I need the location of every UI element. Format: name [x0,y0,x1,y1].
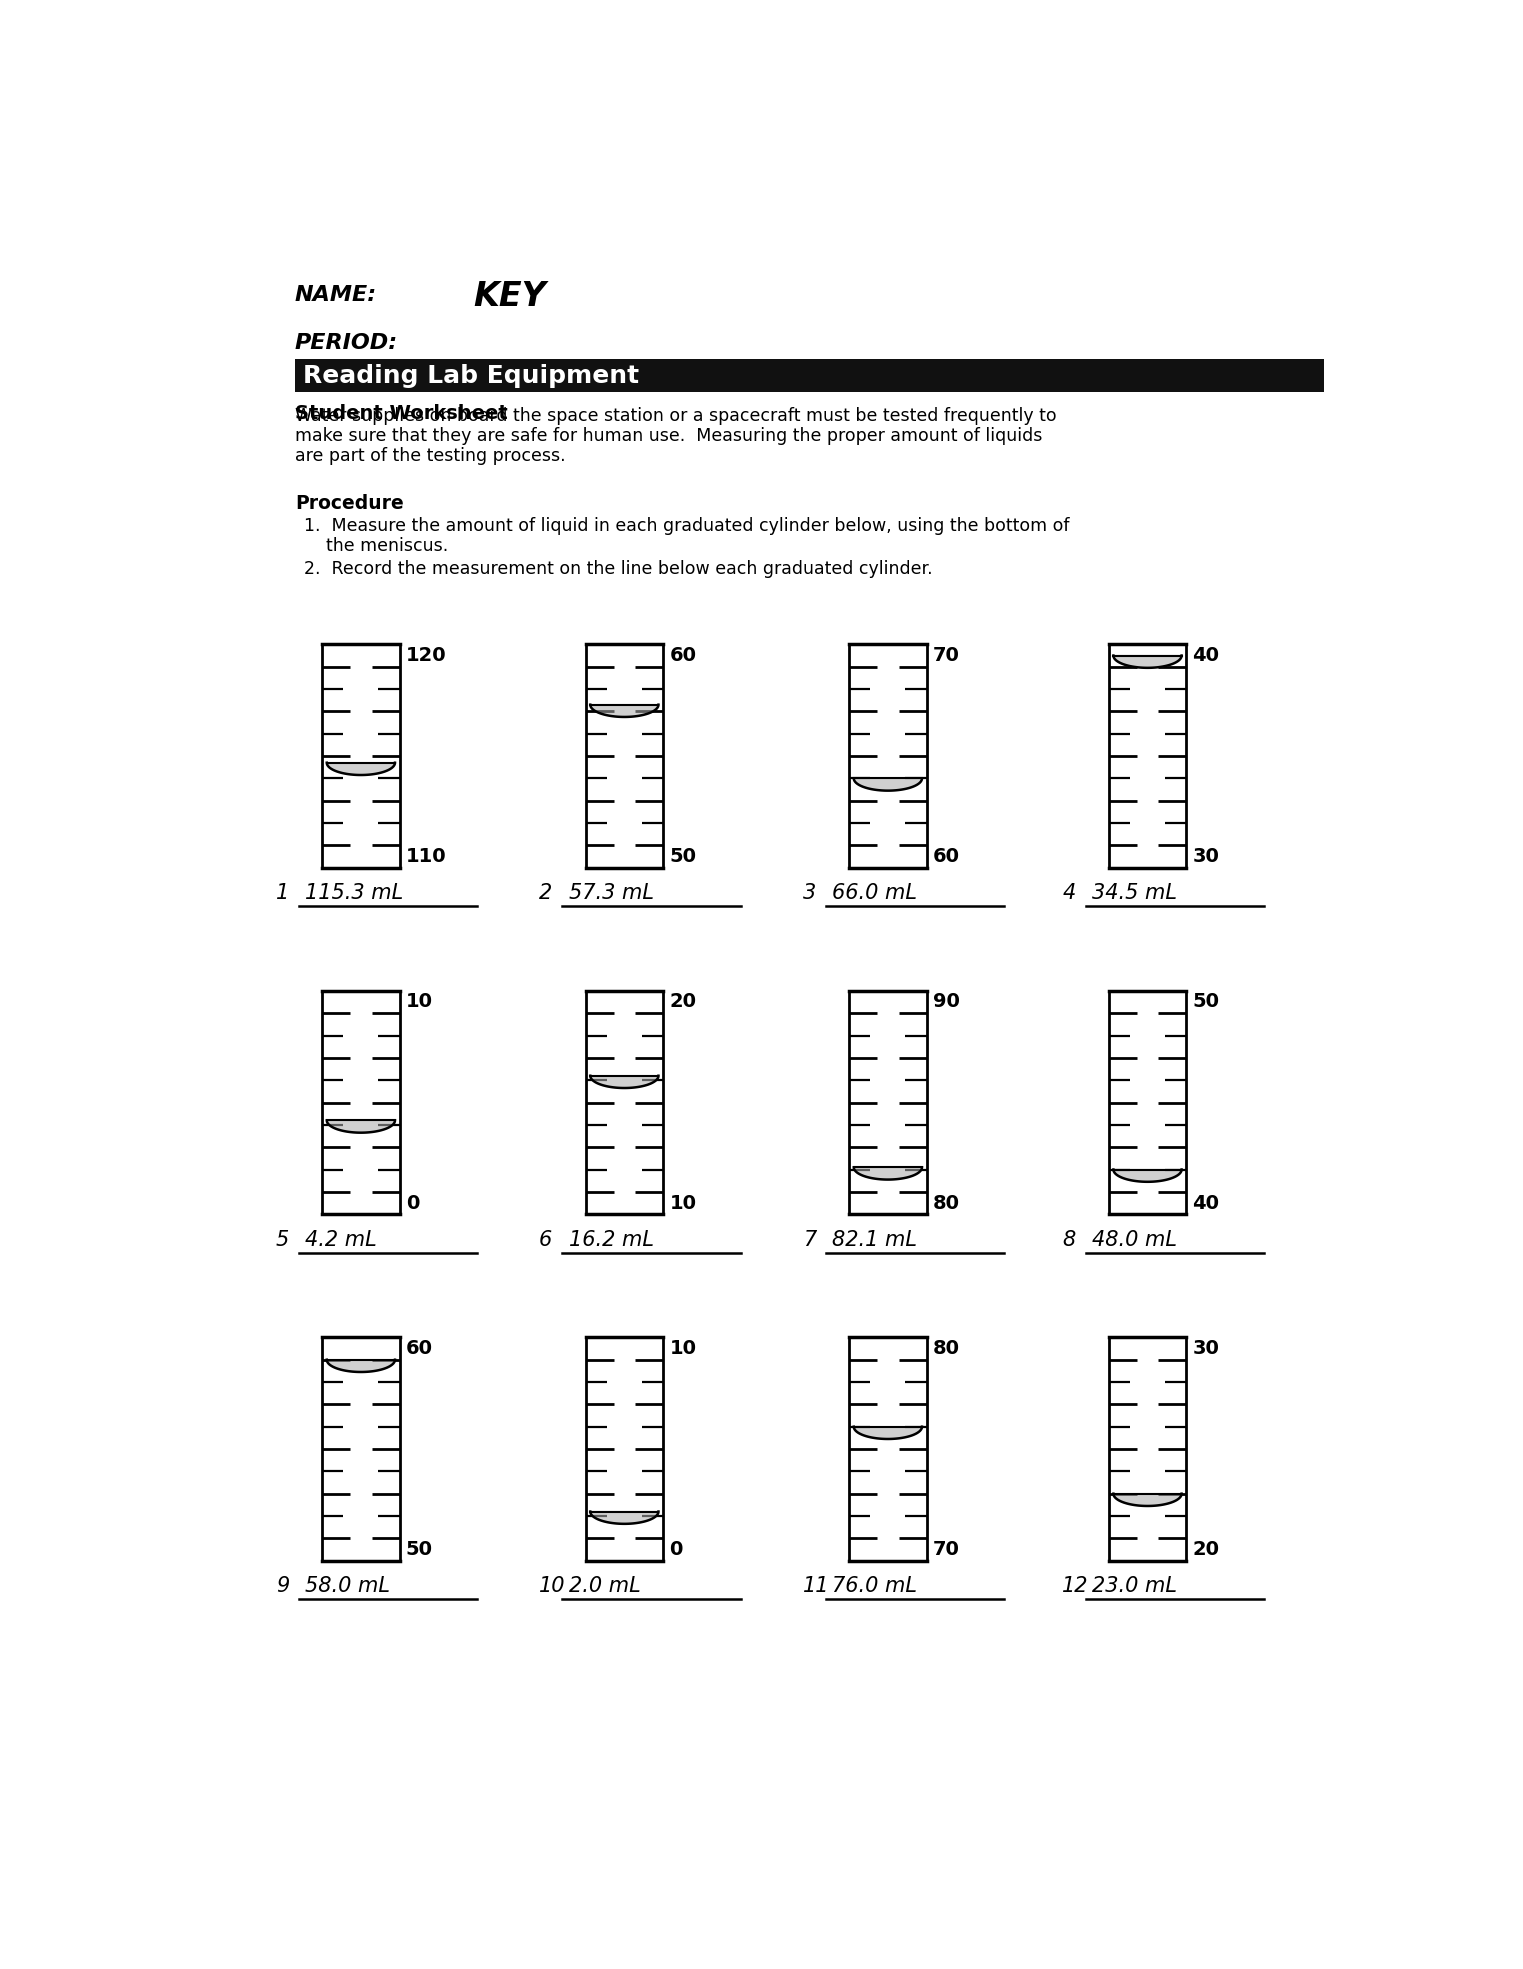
Polygon shape [1113,1170,1182,1181]
Text: 5: 5 [276,1229,289,1250]
Text: 10: 10 [669,1339,696,1359]
Polygon shape [1113,656,1182,667]
Text: Reading Lab Equipment: Reading Lab Equipment [303,364,638,388]
Text: 0: 0 [405,1193,419,1213]
Text: Student Worksheet: Student Worksheet [295,404,507,423]
Text: 9: 9 [276,1575,289,1597]
Text: 1.  Measure the amount of liquid in each graduated cylinder below, using the bot: 1. Measure the amount of liquid in each … [305,518,1069,536]
Text: Procedure: Procedure [295,494,404,514]
Text: 120: 120 [405,646,446,666]
Text: the meniscus.: the meniscus. [326,538,448,555]
Polygon shape [327,1361,394,1372]
Polygon shape [854,778,921,792]
Polygon shape [1113,1494,1182,1506]
Text: 50: 50 [669,847,696,866]
Text: 90: 90 [932,992,959,1012]
Text: 20: 20 [1193,1540,1220,1559]
Text: 7: 7 [803,1229,816,1250]
Polygon shape [591,705,658,717]
Polygon shape [327,1120,394,1132]
Text: 30: 30 [1193,1339,1220,1359]
Polygon shape [591,1512,658,1524]
Text: 70: 70 [932,646,959,666]
Text: 60: 60 [669,646,696,666]
Text: 2: 2 [539,884,553,904]
Text: 60: 60 [405,1339,433,1359]
Text: 115.3 mL: 115.3 mL [305,884,404,904]
Text: 3: 3 [803,884,816,904]
Text: 40: 40 [1193,646,1220,666]
Text: 8: 8 [1062,1229,1075,1250]
Text: 16.2 mL: 16.2 mL [568,1229,653,1250]
Text: 40: 40 [1193,1193,1220,1213]
Polygon shape [591,1075,658,1089]
Text: 50: 50 [405,1540,433,1559]
Text: 60: 60 [932,847,959,866]
Text: 34.5 mL: 34.5 mL [1092,884,1177,904]
Text: 11: 11 [803,1575,829,1597]
Text: make sure that they are safe for human use.  Measuring the proper amount of liqu: make sure that they are safe for human u… [295,427,1042,445]
Text: KEY: KEY [474,280,547,313]
Polygon shape [854,1428,921,1439]
Text: 76.0 mL: 76.0 mL [832,1575,917,1597]
Polygon shape [327,762,394,776]
Text: 57.3 mL: 57.3 mL [568,884,653,904]
Polygon shape [854,1168,921,1179]
Text: 80: 80 [932,1339,959,1359]
Text: 4: 4 [1062,884,1075,904]
Text: 10: 10 [405,992,433,1012]
Text: NAME:: NAME: [295,286,378,305]
Text: 23.0 mL: 23.0 mL [1092,1575,1177,1597]
Text: 10: 10 [669,1193,696,1213]
Text: 20: 20 [669,992,696,1012]
Text: 10: 10 [539,1575,565,1597]
Text: PERIOD:: PERIOD: [295,333,398,352]
Text: Water supplies on board the space station or a spacecraft must be tested frequen: Water supplies on board the space statio… [295,408,1057,425]
Text: 110: 110 [405,847,446,866]
Text: 80: 80 [932,1193,959,1213]
Text: 1: 1 [276,884,289,904]
Text: 4.2 mL: 4.2 mL [305,1229,376,1250]
Text: are part of the testing process.: are part of the testing process. [295,447,565,465]
Text: 58.0 mL: 58.0 mL [305,1575,390,1597]
Text: 66.0 mL: 66.0 mL [832,884,917,904]
Text: 48.0 mL: 48.0 mL [1092,1229,1177,1250]
Text: 2.  Record the measurement on the line below each graduated cylinder.: 2. Record the measurement on the line be… [305,561,934,579]
Text: 2.0 mL: 2.0 mL [568,1575,640,1597]
Text: 70: 70 [932,1540,959,1559]
Bar [295,360,1323,392]
Text: 82.1 mL: 82.1 mL [832,1229,917,1250]
Text: 6: 6 [539,1229,553,1250]
Text: 12: 12 [1062,1575,1089,1597]
Text: 0: 0 [669,1540,682,1559]
Text: 50: 50 [1193,992,1220,1012]
Text: 30: 30 [1193,847,1220,866]
